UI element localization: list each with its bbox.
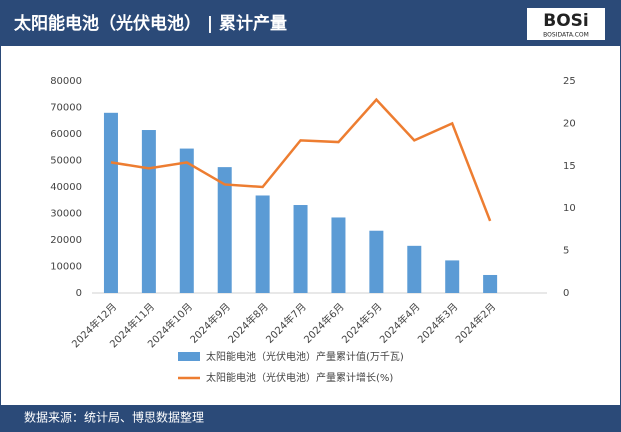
- y2-tick-label: 15: [563, 161, 576, 172]
- y-tick-label: 10000: [50, 262, 82, 273]
- logo-text: BOSi: [543, 11, 588, 31]
- logo-box: [527, 8, 605, 40]
- bar: [445, 260, 460, 293]
- y-tick-label: 50000: [50, 156, 82, 167]
- logo-url: BOSIDATA.COM: [543, 32, 589, 39]
- bar: [217, 167, 232, 293]
- footer-bar: [0, 405, 621, 432]
- y-tick-label: 60000: [50, 129, 82, 140]
- bar: [255, 195, 270, 293]
- y-tick-label: 70000: [50, 103, 82, 114]
- legend-label: 太阳能电池（光伏电池）产量累计增长(%): [206, 371, 393, 384]
- line: [110, 97, 492, 222]
- y2-tick-label: 20: [563, 118, 576, 129]
- y-tick-label: 40000: [50, 182, 82, 193]
- header-bar: [0, 0, 621, 46]
- bar: [103, 112, 118, 293]
- bar: [369, 230, 384, 293]
- bar: [483, 274, 498, 293]
- y2-tick-label: 10: [563, 203, 576, 214]
- bar: [293, 205, 308, 293]
- y-tick-label: 20000: [50, 235, 82, 246]
- y-tick-label: 0: [76, 288, 82, 299]
- y-tick-label: 30000: [50, 209, 82, 220]
- source-note: 数据来源：统计局、博思数据整理: [24, 410, 204, 425]
- chart-title: 太阳能电池（光伏电池） | 累计产量: [14, 13, 287, 34]
- y-tick-label: 80000: [50, 76, 82, 87]
- y2-tick-label: 25: [563, 76, 576, 87]
- bar: [407, 245, 422, 293]
- y2-tick-label: 0: [563, 288, 569, 299]
- bar: [179, 148, 194, 293]
- bar: [331, 217, 346, 293]
- legend-label: 太阳能电池（光伏电池）产量累计值(万千瓦): [206, 350, 404, 363]
- legend-swatch: [178, 352, 200, 361]
- bar: [141, 130, 156, 293]
- y2-tick-label: 5: [563, 246, 569, 257]
